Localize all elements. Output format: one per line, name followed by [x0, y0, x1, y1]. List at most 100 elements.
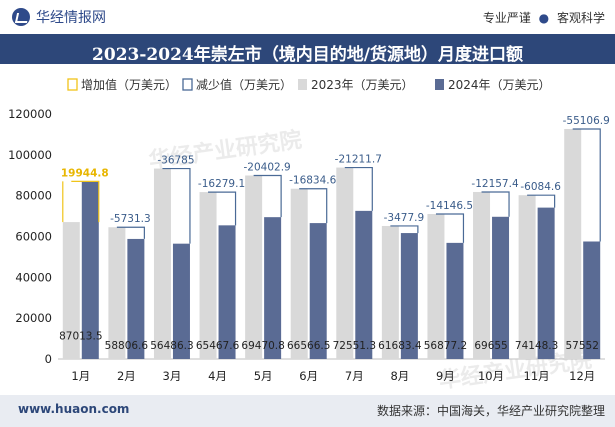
value-label-2024: 65467.6: [196, 340, 240, 352]
difference-label: -3477.9: [384, 212, 425, 224]
difference-label: -55106.9: [563, 115, 610, 127]
difference-bracket: [527, 194, 556, 208]
value-label-2024: 72551.3: [333, 340, 376, 352]
x-tick-label: 6月: [299, 369, 318, 383]
difference-label: -12157.4: [471, 178, 519, 190]
difference-bracket: [116, 226, 145, 239]
slogan-left: 专业严谨: [482, 11, 531, 25]
y-tick-label: 80000: [15, 189, 52, 203]
x-tick-label: 9月: [436, 369, 455, 383]
bar-2024: [218, 225, 236, 359]
x-tick-label: 8月: [390, 369, 409, 383]
legend-swatch: [182, 78, 193, 91]
y-tick-label: 20000: [15, 311, 52, 325]
bar-2024: [537, 207, 555, 359]
bar-2024: [446, 242, 464, 359]
bar-2024: [127, 238, 145, 359]
bar-2024: [583, 241, 601, 359]
footer-url: www.huaon.com: [18, 402, 130, 416]
y-tick-label: 40000: [15, 270, 52, 284]
legend-swatch: [435, 79, 444, 90]
value-label-2024: 56486.3: [150, 340, 193, 352]
bar-2023: [153, 168, 171, 359]
slogan-separator: ●: [538, 11, 550, 25]
bar-2023: [245, 175, 263, 359]
value-label-2024: 66566.5: [287, 340, 330, 352]
difference-label: -21211.7: [335, 154, 382, 166]
legend-swatch: [298, 79, 307, 90]
y-tick-label: 0: [45, 352, 52, 366]
bar-2023: [290, 188, 308, 359]
footer-bar: [0, 395, 615, 427]
difference-bracket: [344, 166, 373, 211]
bar-2024: [264, 217, 282, 359]
legend-label: 2024年（万美元）: [448, 78, 551, 92]
brand-logo-icon: [12, 8, 30, 26]
x-tick-label: 10月: [478, 369, 504, 383]
bar-2024: [400, 233, 418, 359]
bar-2023: [564, 128, 582, 359]
title-bar: [0, 34, 615, 64]
bar-2023: [427, 213, 445, 359]
value-label-2024: 87013.5: [59, 330, 102, 342]
difference-bracket: [435, 213, 465, 243]
difference-label: 19944.8: [61, 167, 109, 179]
value-label-2024: 74148.3: [515, 340, 558, 352]
x-tick-label: 3月: [163, 369, 182, 383]
x-tick-label: 1月: [71, 369, 90, 383]
bar-2024: [81, 181, 99, 359]
x-tick-label: 12月: [569, 369, 595, 383]
y-tick-label: 120000: [8, 107, 52, 121]
difference-bracket: [572, 128, 601, 242]
bar-2023: [62, 222, 80, 359]
bar-2023: [518, 195, 536, 359]
difference-bracket: [162, 167, 191, 244]
difference-bracket: [71, 180, 100, 223]
bar-2023: [199, 192, 217, 359]
difference-bracket: [299, 188, 328, 224]
value-label-2024: 56877.2: [424, 340, 467, 352]
bar-2024: [309, 223, 327, 359]
bar-2023: [473, 191, 491, 359]
y-tick-label: 60000: [15, 230, 52, 244]
difference-label: -6084.6: [520, 181, 561, 193]
bar-2023: [381, 225, 399, 359]
difference-label: -36785: [157, 155, 194, 167]
legend-label: 增加值（万美元）: [81, 77, 177, 92]
bar-2024: [492, 216, 510, 359]
bar-2023: [336, 167, 354, 359]
difference-label: -20402.9: [244, 162, 291, 174]
slogan: 专业严谨 ● 客观科学: [483, 9, 605, 26]
difference-label: -14146.5: [426, 200, 473, 212]
x-tick-label: 5月: [254, 369, 273, 383]
value-label-2024: 69470.8: [241, 340, 284, 352]
bar-2023: [108, 227, 126, 359]
value-label-2024: 58806.6: [105, 340, 149, 352]
legend-label: 减少值（万美元）: [196, 77, 292, 92]
difference-bracket: [481, 191, 510, 217]
value-label-2024: 69655: [474, 340, 507, 352]
brand-name: 华经情报网: [36, 10, 106, 26]
bar-2024: [172, 243, 190, 359]
top-bar: 华经情报网 专业严谨 ● 客观科学: [0, 0, 615, 34]
value-label-2024: 61683.4: [378, 340, 422, 352]
difference-label: -16834.6: [289, 175, 337, 187]
legend-swatch: [67, 78, 78, 91]
x-tick-label: 11月: [524, 369, 550, 383]
value-label-2024: 57552: [566, 340, 599, 352]
difference-bracket: [208, 191, 237, 226]
x-tick-label: 2月: [117, 369, 136, 383]
footer-source: 数据来源：中国海关，华经产业研究院整理: [376, 404, 605, 418]
chart-title: 2023-2024年崇左市（境内目的地/货源地）月度进口额: [92, 45, 523, 65]
difference-bracket: [253, 174, 282, 218]
bar-2024: [355, 210, 373, 359]
legend-label: 2023年（万美元）: [311, 78, 414, 92]
x-tick-label: 7月: [345, 369, 364, 383]
brand-logo: 华经情报网: [12, 8, 106, 26]
x-tick-label: 4月: [208, 369, 227, 383]
difference-bracket: [390, 225, 419, 234]
difference-label: -5731.3: [110, 213, 151, 225]
y-tick-label: 100000: [8, 148, 52, 162]
difference-label: -16279.1: [198, 178, 245, 190]
